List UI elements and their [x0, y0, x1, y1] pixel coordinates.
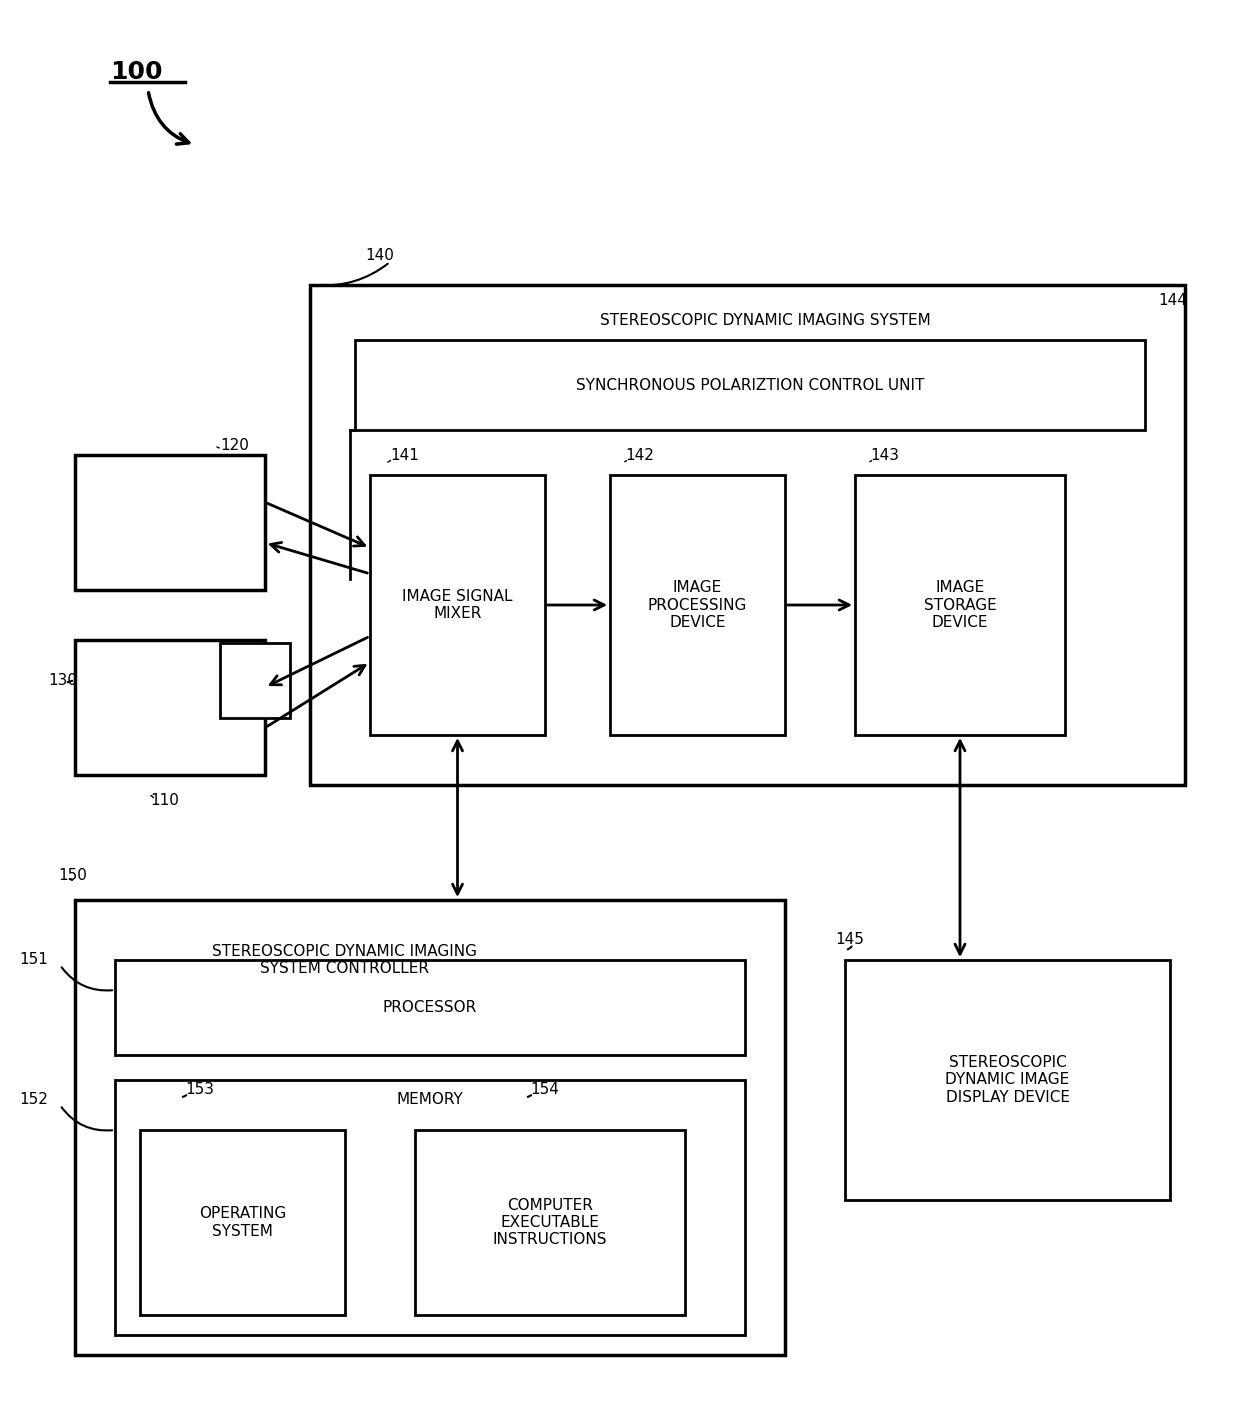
Bar	[140, 1130, 345, 1315]
Bar	[74, 901, 785, 1355]
Bar	[610, 475, 785, 735]
Bar	[219, 643, 290, 718]
Text: MEMORY: MEMORY	[397, 1093, 464, 1107]
Bar	[370, 475, 546, 735]
Bar	[355, 341, 1145, 430]
Bar	[856, 475, 1065, 735]
Bar	[415, 1130, 684, 1315]
Text: 110: 110	[150, 792, 179, 808]
Bar	[115, 960, 745, 1054]
Text: 120: 120	[219, 437, 249, 453]
Text: 130: 130	[48, 673, 77, 687]
Text: IMAGE
PROCESSING
DEVICE: IMAGE PROCESSING DEVICE	[647, 580, 748, 630]
Text: COMPUTER
EXECUTABLE
INSTRUCTIONS: COMPUTER EXECUTABLE INSTRUCTIONS	[492, 1197, 608, 1247]
Text: 154: 154	[529, 1083, 559, 1097]
Text: PROCESSOR: PROCESSOR	[383, 1000, 477, 1015]
Text: 100: 100	[110, 60, 162, 84]
Text: 144: 144	[1158, 292, 1187, 308]
Text: 151: 151	[19, 952, 48, 968]
Text: IMAGE SIGNAL
MIXER: IMAGE SIGNAL MIXER	[402, 589, 513, 621]
Bar	[844, 960, 1171, 1200]
Text: 145: 145	[835, 932, 864, 948]
Text: 153: 153	[185, 1083, 215, 1097]
Text: SYNCHRONOUS POLARIZTION CONTROL UNIT: SYNCHRONOUS POLARIZTION CONTROL UNIT	[575, 378, 924, 392]
Bar	[310, 285, 1185, 785]
Bar	[74, 455, 265, 590]
Text: 150: 150	[58, 868, 87, 882]
Text: STEREOSCOPIC DYNAMIC IMAGING SYSTEM: STEREOSCOPIC DYNAMIC IMAGING SYSTEM	[600, 312, 930, 328]
Text: 141: 141	[391, 447, 419, 463]
Text: IMAGE
STORAGE
DEVICE: IMAGE STORAGE DEVICE	[924, 580, 997, 630]
Bar	[74, 640, 265, 775]
Text: OPERATING
SYSTEM: OPERATING SYSTEM	[198, 1207, 286, 1238]
Bar	[115, 1080, 745, 1335]
Text: 142: 142	[625, 447, 653, 463]
Text: 143: 143	[870, 447, 899, 463]
Text: 152: 152	[19, 1093, 48, 1107]
Text: 140: 140	[365, 248, 394, 262]
Text: STEREOSCOPIC DYNAMIC IMAGING
SYSTEM CONTROLLER: STEREOSCOPIC DYNAMIC IMAGING SYSTEM CONT…	[212, 943, 477, 976]
Text: STEREOSCOPIC
DYNAMIC IMAGE
DISPLAY DEVICE: STEREOSCOPIC DYNAMIC IMAGE DISPLAY DEVIC…	[945, 1054, 1070, 1104]
